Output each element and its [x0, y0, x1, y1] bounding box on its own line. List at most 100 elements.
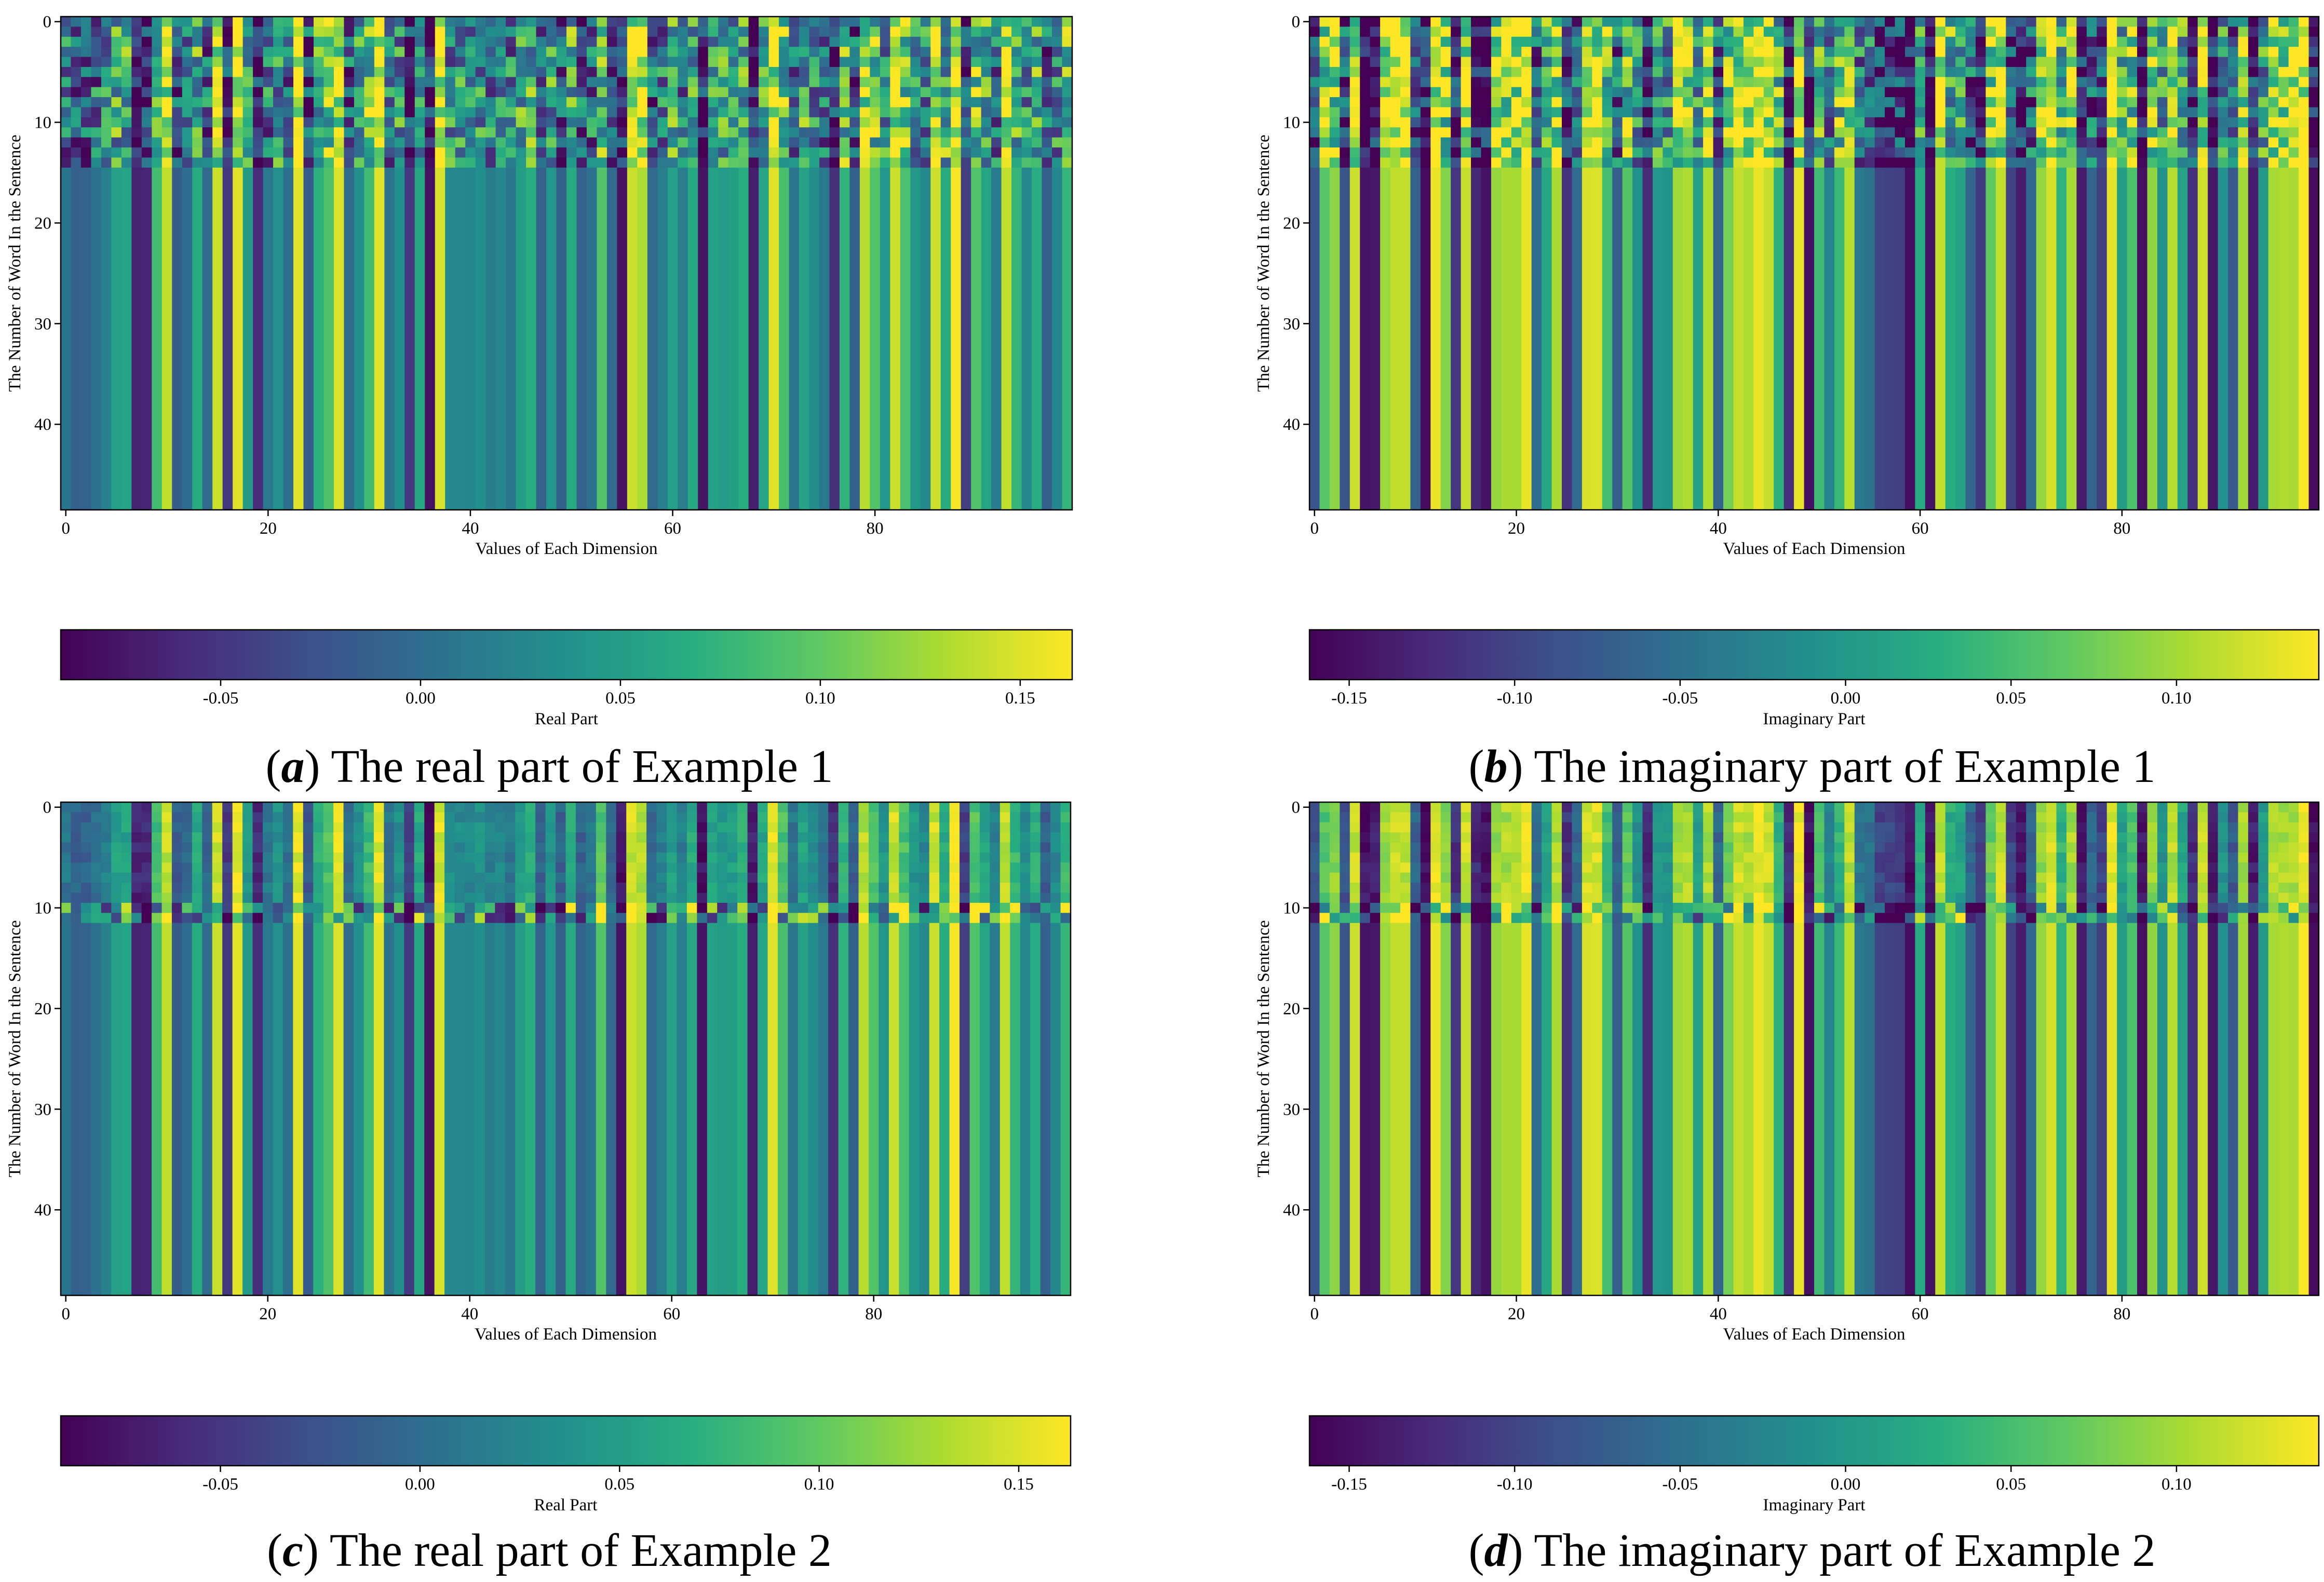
heatmap-cell: [212, 862, 223, 873]
heatmap-cell: [172, 157, 183, 168]
heatmap-cell: [1390, 842, 1401, 853]
heatmap-cell: [798, 902, 808, 913]
heatmap-cell: [1380, 47, 1391, 58]
heatmap-cell: [748, 77, 759, 88]
heatmap-cell: [425, 127, 436, 138]
heatmap-cell: [1471, 832, 1482, 843]
heatmap-cell: [91, 97, 102, 108]
heatmap-cell: [1531, 147, 1542, 158]
heatmap-cell: [667, 127, 678, 138]
heatmap-cell: [333, 47, 345, 58]
heatmap-cell: [748, 157, 759, 168]
heatmap-cell: [252, 852, 263, 863]
heatmap-cell: [546, 77, 557, 88]
heatmap-cell: [1642, 57, 1653, 67]
heatmap-cell: [576, 107, 587, 118]
heatmap-cell: [314, 57, 325, 67]
heatmap-cell: [1995, 97, 2006, 108]
heatmap-cell: [718, 107, 729, 118]
heatmap-cell: [161, 66, 172, 77]
heatmap-column: [737, 923, 748, 1295]
heatmap-cell: [1713, 147, 1724, 158]
heatmap-cell: [1874, 97, 1885, 108]
heatmap-cell: [556, 832, 566, 843]
heatmap-cell: [1380, 902, 1391, 913]
heatmap-cell: [1703, 147, 1714, 158]
heatmap-cell: [1030, 883, 1041, 894]
heatmap-cell: [2026, 107, 2037, 118]
heatmap-cell: [394, 97, 405, 108]
heatmap-cell: [303, 47, 314, 58]
heatmap-cell: [991, 36, 1002, 47]
heatmap-cell: [1021, 47, 1032, 58]
heatmap-cell: [1430, 883, 1441, 894]
heatmap-cell: [1783, 47, 1794, 58]
heatmap-cell: [788, 802, 799, 813]
heatmap-cell: [910, 47, 921, 58]
heatmap-cell: [2299, 26, 2309, 37]
heatmap-cell: [2127, 57, 2138, 67]
heatmap-cell: [202, 107, 213, 118]
heatmap-cell: [2248, 66, 2259, 77]
heatmap-cell: [91, 87, 102, 98]
heatmap-cell: [444, 832, 455, 843]
heatmap-cell: [616, 902, 627, 913]
heatmap-cell: [1814, 77, 1825, 88]
heatmap-column: [80, 167, 92, 510]
heatmap-cell: [2268, 147, 2279, 158]
heatmap-cell: [1340, 893, 1350, 903]
heatmap-cell: [1420, 862, 1431, 873]
heatmap-cell: [161, 97, 172, 108]
heatmap-cell: [282, 812, 293, 823]
heatmap-cell: [2056, 87, 2067, 98]
heatmap-cell: [1032, 147, 1043, 158]
heatmap-cell: [384, 57, 395, 67]
heatmap-cell: [2228, 117, 2239, 128]
heatmap-cell: [1319, 137, 1330, 148]
heatmap-cell: [818, 852, 829, 863]
heatmap-cell: [465, 137, 476, 148]
heatmap-column: [1001, 167, 1012, 510]
heatmap-cell: [1592, 57, 1603, 67]
heatmap-cell: [1420, 902, 1431, 913]
heatmap-cell: [900, 147, 911, 158]
heatmap-cell: [1380, 893, 1391, 903]
heatmap-cell: [1511, 66, 1522, 77]
heatmap-cell: [1864, 57, 1875, 67]
heatmap-column: [242, 923, 253, 1295]
heatmap-cell: [767, 832, 778, 843]
heatmap-cell: [1743, 17, 1754, 27]
heatmap-cell: [1885, 97, 1896, 108]
heatmap-cell: [1703, 87, 1714, 98]
heatmap-cell: [172, 87, 183, 98]
heatmap-cell: [1032, 36, 1043, 47]
heatmap-cell: [869, 902, 880, 913]
heatmap-column: [546, 167, 557, 510]
heatmap-cell: [738, 36, 749, 47]
heatmap-cell: [1451, 893, 1462, 903]
heatmap-cell: [1774, 66, 1785, 77]
heatmap-cell: [1491, 117, 1502, 128]
heatmap-cell: [890, 26, 901, 37]
heatmap-column: [576, 167, 587, 510]
heatmap-cell: [839, 107, 850, 118]
heatmap-cell: [222, 36, 233, 47]
heatmap-cell: [1824, 117, 1835, 128]
heatmap-cell: [172, 117, 183, 128]
heatmap-cell: [384, 872, 395, 883]
heatmap-cell: [1683, 147, 1694, 158]
heatmap-cell: [1844, 97, 1855, 108]
heatmap-cell: [425, 107, 436, 118]
heatmap-cell: [1531, 832, 1542, 843]
heatmap-cell: [890, 97, 901, 108]
heatmap-cell: [768, 26, 779, 37]
heatmap-cell: [738, 87, 749, 98]
heatmap-cell: [1854, 36, 1865, 47]
heatmap-cell: [627, 17, 638, 27]
heatmap-cell: [647, 57, 658, 67]
heatmap-cell: [1340, 97, 1350, 108]
heatmap-cell: [91, 842, 102, 853]
heatmap-cell: [273, 17, 284, 27]
heatmap-cell: [900, 137, 911, 148]
heatmap-column: [141, 167, 152, 510]
